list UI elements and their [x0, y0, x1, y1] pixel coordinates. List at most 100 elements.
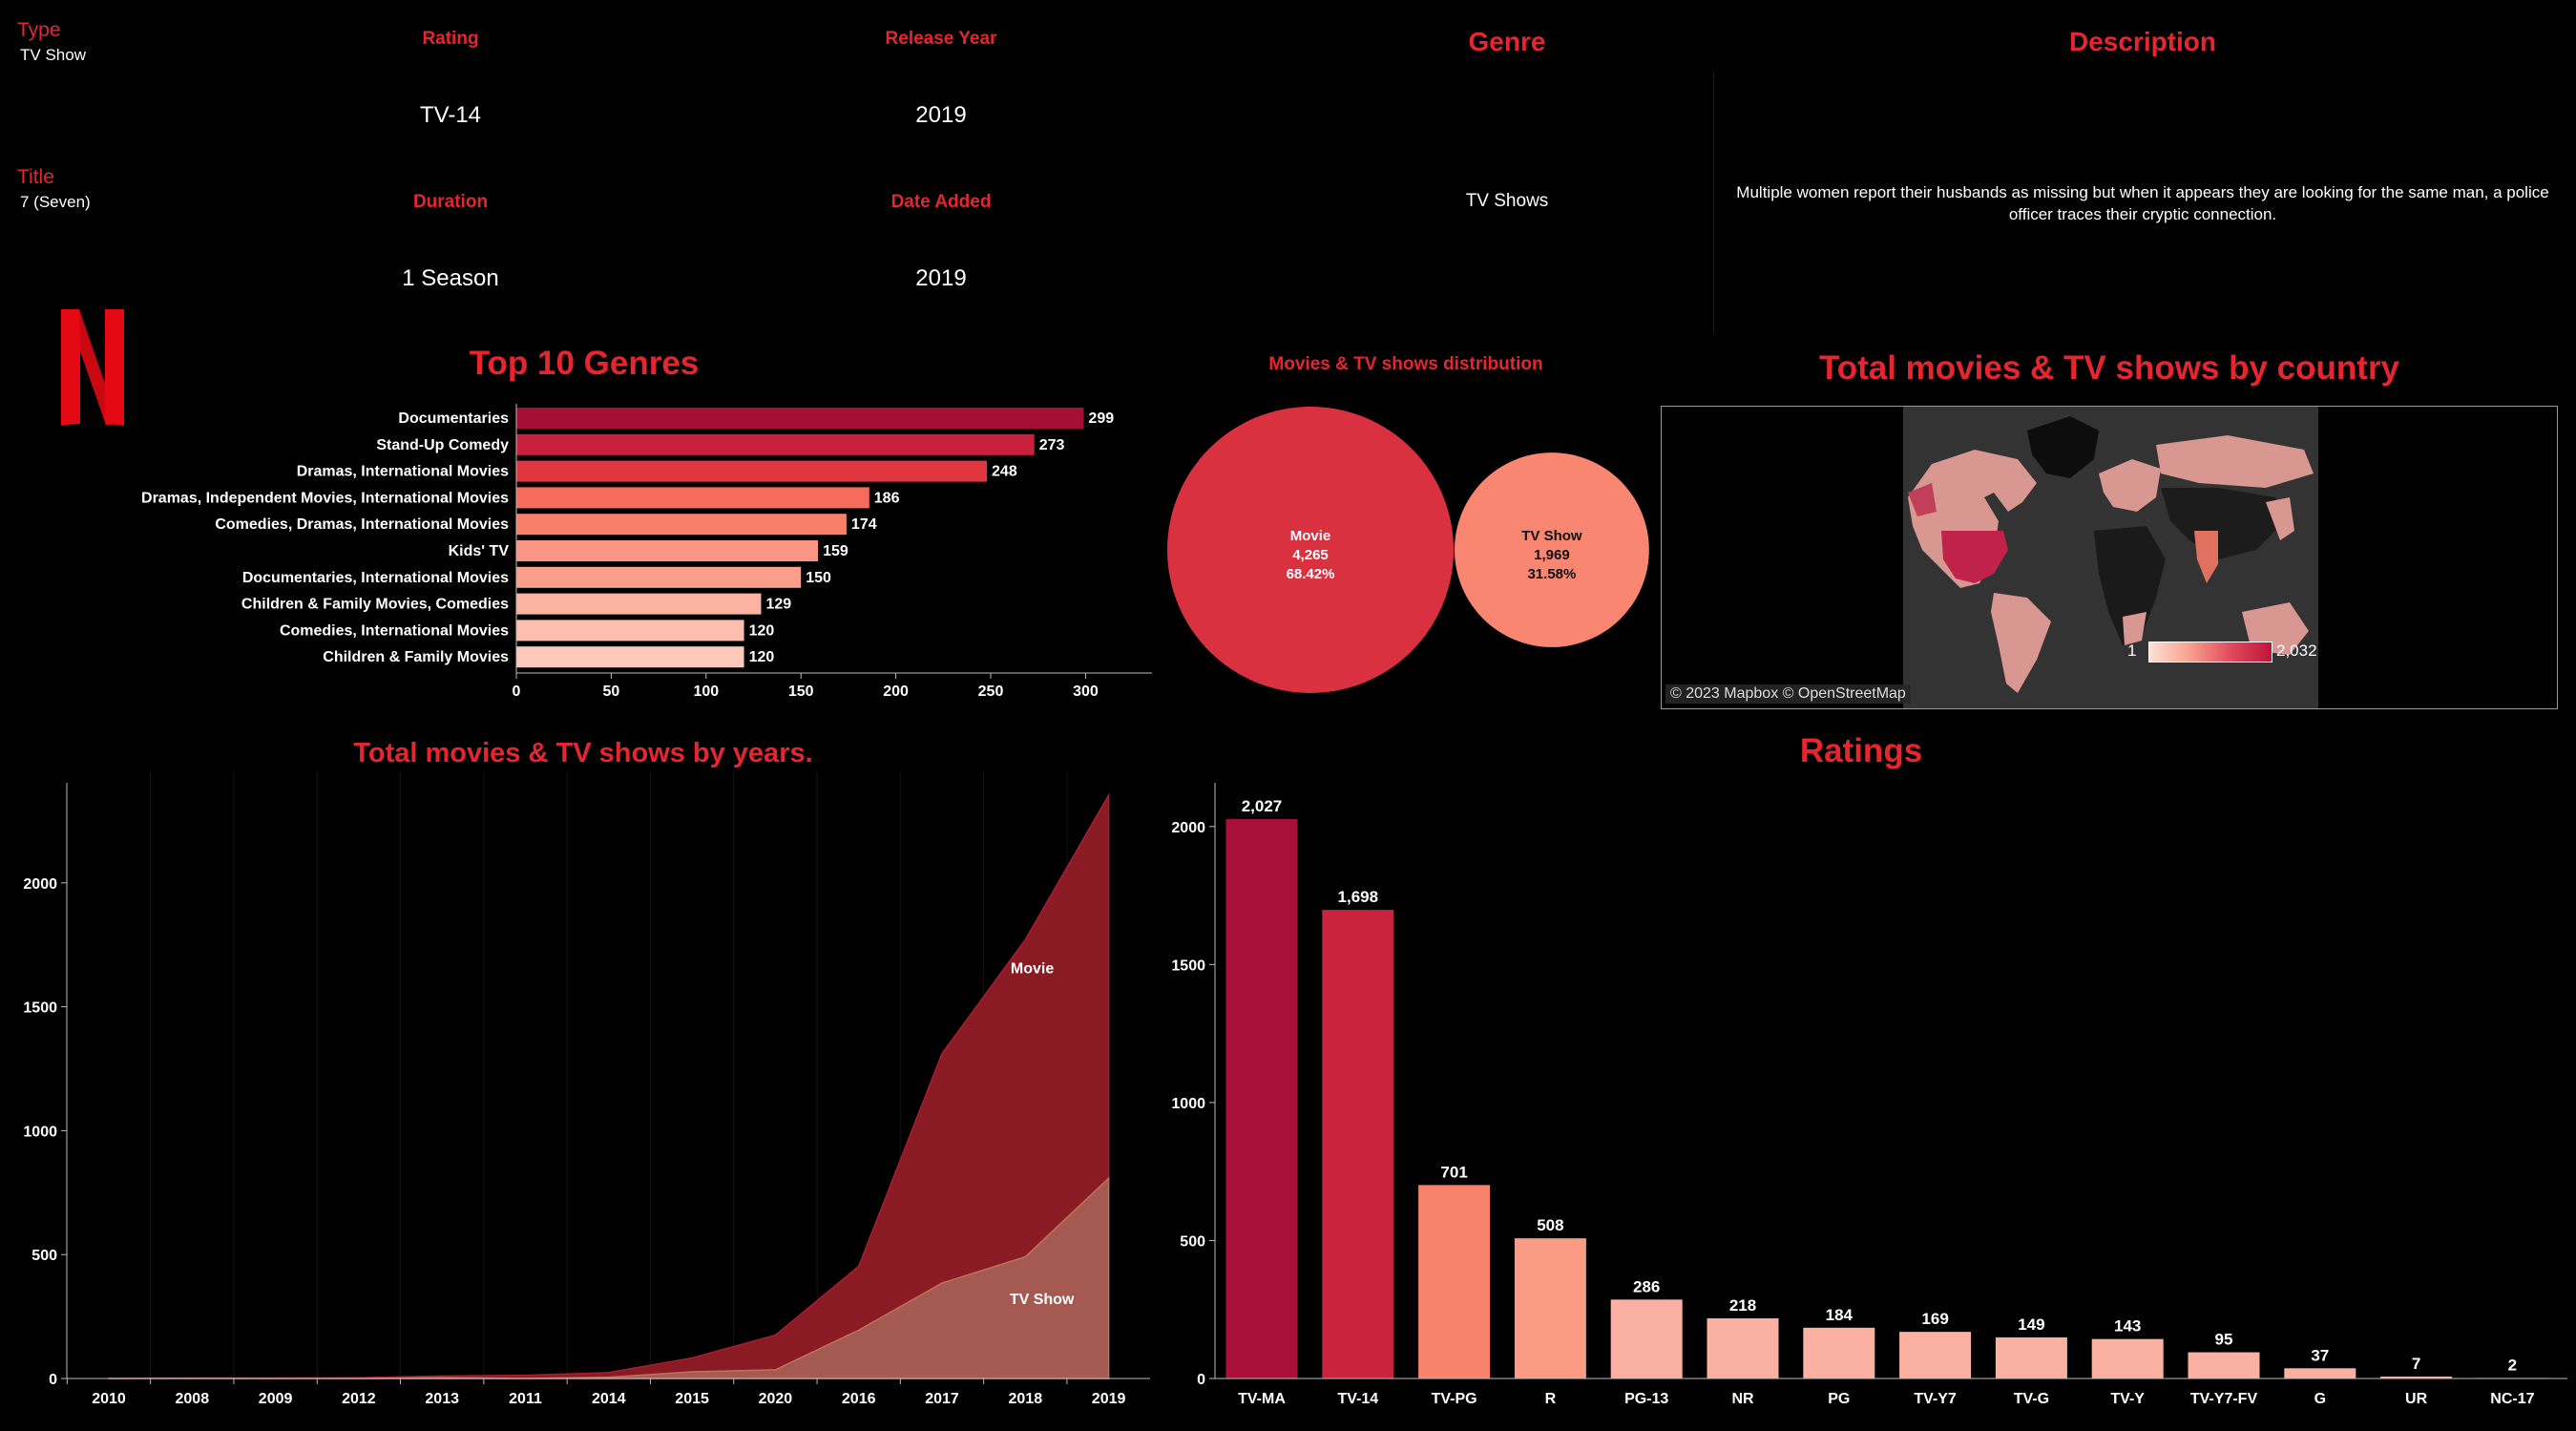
rating-category-label: TV-G	[2014, 1391, 2049, 1407]
distribution-bubble	[1455, 452, 1649, 647]
genre-bar	[516, 487, 869, 509]
europe-shape	[2099, 459, 2161, 512]
genre-bar	[516, 514, 847, 536]
rating-category-label: PG	[1828, 1391, 1850, 1407]
area-x-tick-label: 2014	[592, 1391, 626, 1407]
description-value: Multiple women report their husbands as …	[1736, 183, 2549, 223]
genres-chart-title: Top 10 Genres	[470, 345, 700, 382]
rating-data-label: 701	[1440, 1163, 1467, 1181]
russia-shape	[2156, 435, 2314, 488]
divider	[1713, 72, 1714, 334]
ratings-chart-title: Ratings	[1800, 732, 1922, 769]
rating-label: Rating	[422, 29, 479, 49]
rating-bar	[1803, 1327, 1875, 1378]
rating-category-label: TV-Y7	[1914, 1391, 1957, 1407]
title-label: Title	[17, 166, 54, 188]
area-series-label-tv-show: TV Show	[1010, 1292, 1075, 1308]
genre-category-label: Kids' TV	[449, 543, 510, 559]
genre-data-label: 186	[874, 490, 900, 506]
genre-data-label: 129	[765, 597, 791, 613]
bubble-category-label: Movie	[1290, 528, 1331, 544]
genre-data-label: 120	[749, 622, 775, 639]
rating-bar	[1995, 1336, 2067, 1378]
rating-data-label: 37	[2311, 1346, 2329, 1364]
ratings-bar-chart: Ratings 2,027 TV-MA 1,698 TV-14 701 TV-PG 508 R…	[1171, 732, 2567, 1407]
bubble-value-label: 1,969	[1534, 547, 1570, 563]
country-map[interactable]: 1 2,032 © 2023 Mapbox © OpenStreetMap	[1661, 406, 2558, 709]
rating-category-label: G	[2314, 1391, 2326, 1407]
release-year-label: Release Year	[885, 29, 997, 49]
genre-category-label: Comedies, Dramas, International Movies	[215, 516, 509, 533]
area-y-tick-label: 0	[49, 1372, 57, 1388]
area-y-tick-label: 500	[31, 1248, 57, 1264]
south-america-shape	[1991, 593, 2051, 693]
type-label: Type	[17, 19, 61, 41]
genre-data-label: 273	[1039, 437, 1065, 453]
area-x-tick-label: 2008	[176, 1391, 210, 1407]
duration-value: 1 Season	[402, 265, 499, 291]
africa-shape	[2094, 526, 2166, 645]
ratings-y-tick-label: 1500	[1171, 958, 1205, 974]
genre-data-label: 174	[851, 516, 877, 533]
ratings-y-tick-label: 2000	[1171, 820, 1205, 836]
area-y-tick-label: 1000	[23, 1124, 57, 1140]
rating-bar	[2188, 1352, 2260, 1378]
area-x-tick-label: 2009	[259, 1391, 293, 1407]
rating-value: TV-14	[419, 102, 482, 128]
top-genres-chart: Top 10 Genres Documentaries 299 Stand-Up C…	[141, 345, 1152, 700]
genre-bar	[516, 540, 819, 561]
rating-bar	[1225, 819, 1298, 1378]
rating-data-label: 2,027	[1242, 797, 1283, 815]
rating-bar	[2091, 1338, 2164, 1378]
bubble-category-label: TV Show	[1521, 528, 1582, 544]
genres-x-tick-label: 250	[978, 684, 1004, 700]
rating-data-label: 1,698	[1338, 888, 1379, 906]
genres-x-tick-label: 100	[693, 684, 719, 700]
ratings-y-tick-label: 500	[1180, 1233, 1205, 1250]
genre-bar	[516, 566, 802, 588]
rating-category-label: NR	[1731, 1391, 1754, 1407]
duration-label: Duration	[412, 192, 489, 212]
area-x-tick-label: 2017	[925, 1391, 959, 1407]
area-x-tick-label: 2018	[1009, 1391, 1043, 1407]
genre-bar	[516, 433, 1035, 455]
rating-category-label: TV-Y7-FV	[2190, 1391, 2258, 1407]
area-x-tick-label: 2016	[842, 1391, 876, 1407]
rating-data-label: 286	[1633, 1277, 1660, 1295]
genre-category-label: Children & Family Movies, Comedies	[241, 597, 509, 613]
area-x-tick-label: 2015	[675, 1391, 709, 1407]
map-legend-max: 2,032	[2276, 642, 2317, 660]
area-x-tick-label: 2011	[509, 1391, 542, 1407]
asia-shape	[2161, 488, 2285, 559]
greenland-shape	[2027, 416, 2099, 478]
genres-x-tick-label: 50	[603, 684, 620, 700]
genre-data-label: 120	[749, 649, 775, 665]
ratings-y-tick-label: 1000	[1171, 1096, 1205, 1112]
area-y-tick-label: 2000	[23, 876, 57, 893]
genre-value: TV Shows	[1465, 191, 1549, 211]
genres-x-tick-label: 0	[513, 684, 521, 700]
ratings-y-tick-label: 0	[1197, 1372, 1205, 1388]
rating-category-label: PG-13	[1624, 1391, 1668, 1407]
release-year-value: 2019	[915, 102, 967, 128]
rating-category-label: TV-PG	[1432, 1391, 1477, 1407]
map-title: Total movies & TV shows by country	[1818, 349, 2400, 387]
rating-category-label: TV-MA	[1238, 1391, 1286, 1407]
rating-data-label: 508	[1537, 1216, 1563, 1234]
genres-x-tick-label: 300	[1073, 684, 1099, 700]
area-y-tick-label: 1500	[23, 1000, 57, 1017]
genre-category-label: Dramas, International Movies	[297, 464, 509, 480]
bubble-chart-title: Movies & TV shows distribution	[1268, 354, 1542, 374]
genre-bar	[516, 408, 1084, 429]
genres-x-tick-label: 150	[788, 684, 814, 700]
rating-category-label: R	[1545, 1391, 1557, 1407]
rating-data-label: 7	[2412, 1355, 2420, 1373]
india-shape	[2194, 531, 2218, 583]
rating-bar	[2380, 1376, 2453, 1378]
rating-bar	[1610, 1299, 1683, 1378]
map-attribution[interactable]: © 2023 Mapbox © OpenStreetMap	[1665, 684, 1911, 704]
world-map	[1903, 407, 2318, 708]
genre-bar	[516, 646, 744, 668]
africa-south-shape	[2123, 612, 2147, 645]
rating-data-label: 95	[2215, 1331, 2233, 1349]
